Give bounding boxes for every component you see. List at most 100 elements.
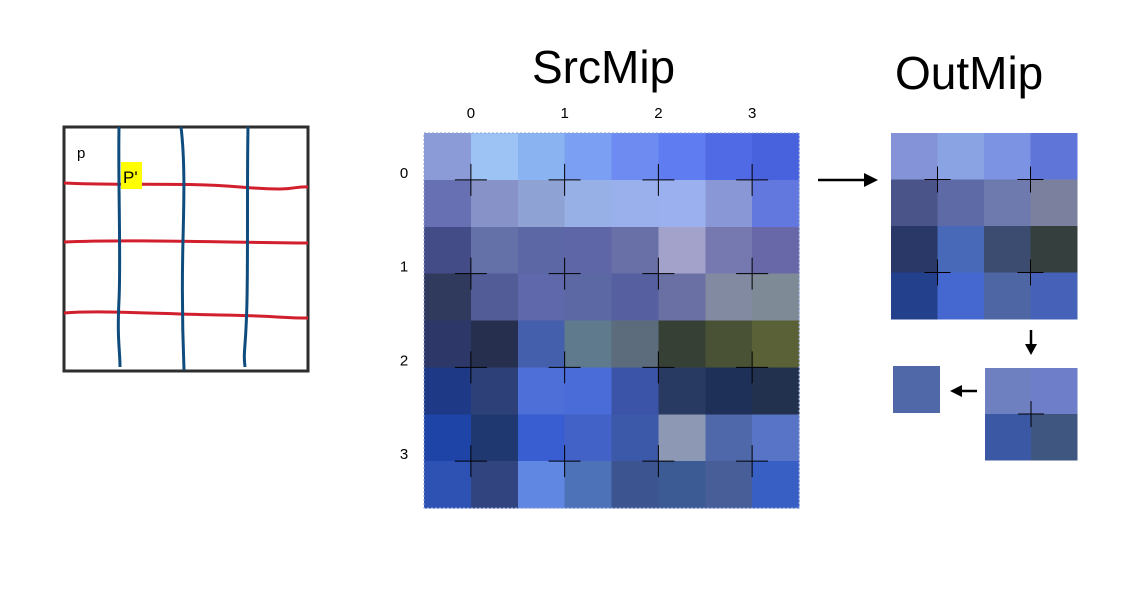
src-pixel — [470, 133, 519, 181]
texel-center-marker — [736, 351, 769, 384]
out-mip-level-1 — [891, 133, 1078, 320]
src-pixel — [424, 320, 472, 368]
src-pixel — [611, 226, 659, 275]
texel-center-marker — [548, 351, 581, 384]
out-mip-title: OutMip — [895, 47, 1043, 99]
out-l1-pixel — [891, 133, 938, 180]
out-l1-pixel — [1030, 272, 1078, 320]
out-l1-center-marker — [924, 259, 951, 286]
src-pixel — [752, 367, 800, 415]
src-pixel — [564, 179, 612, 228]
out-l2-pixel — [1031, 414, 1078, 461]
texel-center-marker — [548, 445, 581, 478]
texel-center-marker — [736, 257, 769, 290]
src-pixel — [752, 320, 800, 368]
out-l1-center-marker — [924, 166, 951, 193]
src-pixel — [752, 133, 800, 181]
out-l1-pixel — [937, 133, 985, 180]
src-pixel — [564, 133, 612, 181]
src-mip-panel: SrcMip 0 1 2 3 0 1 2 3 — [400, 41, 800, 509]
src-pixel — [658, 461, 706, 509]
sketch-label-p-prime: P' — [123, 168, 138, 187]
texel-center-marker — [642, 163, 675, 196]
src-pixel — [470, 461, 519, 509]
out-l2-pixel — [985, 414, 1032, 461]
src-pixel — [517, 414, 566, 462]
out-l1-pixel — [891, 272, 938, 320]
src-pixel — [470, 414, 519, 462]
src-pixel — [424, 133, 472, 181]
sketch-row-line-2 — [63, 239, 309, 245]
src-pixel — [752, 461, 800, 509]
out-l1-pixel — [984, 179, 1031, 227]
src-pixel — [517, 273, 566, 321]
src-pixel — [611, 273, 659, 321]
arrow-right-icon — [864, 173, 878, 187]
texel-center-marker — [736, 163, 769, 196]
out-l1-pixel — [984, 133, 1031, 180]
out-l2-pixel — [1031, 368, 1078, 415]
src-pixel — [470, 226, 519, 275]
out-l2-center-marker — [1018, 401, 1044, 427]
src-pixel — [658, 367, 706, 415]
src-pixel — [424, 226, 472, 275]
src-pixel — [752, 179, 800, 228]
sketch-row-line-1 — [63, 181, 309, 191]
out-l1-pixel — [891, 179, 938, 227]
texel-center-marker — [642, 351, 675, 384]
sketch-row-line-3 — [63, 310, 309, 320]
p-prime-highlight — [121, 162, 142, 189]
out-mip-level-3 — [893, 366, 940, 413]
out-l1-pixel — [937, 179, 985, 227]
src-pixel — [705, 367, 753, 415]
src-pixel — [752, 226, 800, 275]
texel-center-marker — [736, 445, 769, 478]
src-mip-title: SrcMip — [532, 41, 675, 93]
texel-center-marker — [642, 257, 675, 290]
out-l1-pixel — [984, 272, 1031, 320]
src-pixel — [517, 461, 566, 509]
sketch-label-p: p — [77, 145, 85, 162]
src-pixel — [705, 273, 753, 321]
out-l1-pixel — [937, 272, 985, 320]
src-pixel — [705, 320, 753, 368]
src-pixel — [470, 367, 519, 415]
src-pixel — [705, 461, 753, 509]
src-row-label: 3 — [400, 446, 408, 463]
out-l1-pixel — [1030, 179, 1078, 227]
src-pixel — [658, 320, 706, 368]
src-mip-column-labels: 0 1 2 3 — [467, 105, 757, 122]
src-column-label: 3 — [748, 105, 756, 122]
src-pixel — [424, 367, 472, 415]
src-pixel — [564, 273, 612, 321]
src-row-label: 2 — [400, 352, 408, 369]
src-pixel — [424, 179, 472, 228]
out-mip-level-2 — [985, 368, 1078, 461]
src-pixel — [424, 273, 472, 321]
src-pixel — [658, 414, 706, 462]
texel-center-marker — [548, 163, 581, 196]
src-column-label: 0 — [467, 105, 475, 122]
src-pixel — [564, 320, 612, 368]
src-row-label: 0 — [400, 165, 408, 182]
src-mip-border — [423, 132, 800, 509]
texel-center-marker — [454, 257, 487, 290]
src-pixel — [517, 320, 566, 368]
sketch-col-line-2 — [179, 126, 186, 371]
texel-center-marker — [454, 163, 487, 196]
sketch-frame — [62, 125, 310, 373]
src-pixel — [611, 367, 659, 415]
src-pixel — [752, 273, 800, 321]
arrow-level2-to-level3 — [950, 385, 977, 397]
arrow-level1-to-level2 — [1025, 330, 1037, 355]
src-pixel — [470, 179, 519, 228]
src-pixel — [705, 179, 753, 228]
src-pixel — [517, 133, 566, 181]
sketch-col-line-1 — [116, 126, 122, 368]
arrow-left-icon — [950, 385, 962, 397]
out-l1-pixel — [891, 226, 938, 273]
src-pixel — [658, 273, 706, 321]
out-l1-center-marker — [1017, 166, 1044, 193]
src-pixel — [470, 320, 519, 368]
